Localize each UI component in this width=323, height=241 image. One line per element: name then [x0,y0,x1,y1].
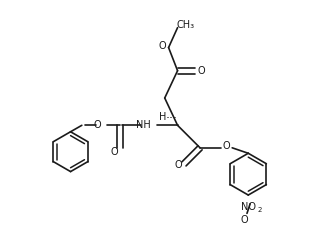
Text: O: O [223,141,231,151]
Text: O: O [93,120,101,130]
Text: O: O [174,161,182,170]
Text: ···: ··· [166,112,178,125]
Text: O: O [198,66,205,76]
Text: O: O [241,215,248,225]
Text: NH: NH [136,120,151,130]
Text: 2: 2 [257,207,262,213]
Text: O: O [159,41,167,51]
Text: H: H [160,112,167,122]
Text: O: O [111,147,119,157]
Text: NO: NO [241,202,256,212]
Text: CH₃: CH₃ [177,20,195,30]
